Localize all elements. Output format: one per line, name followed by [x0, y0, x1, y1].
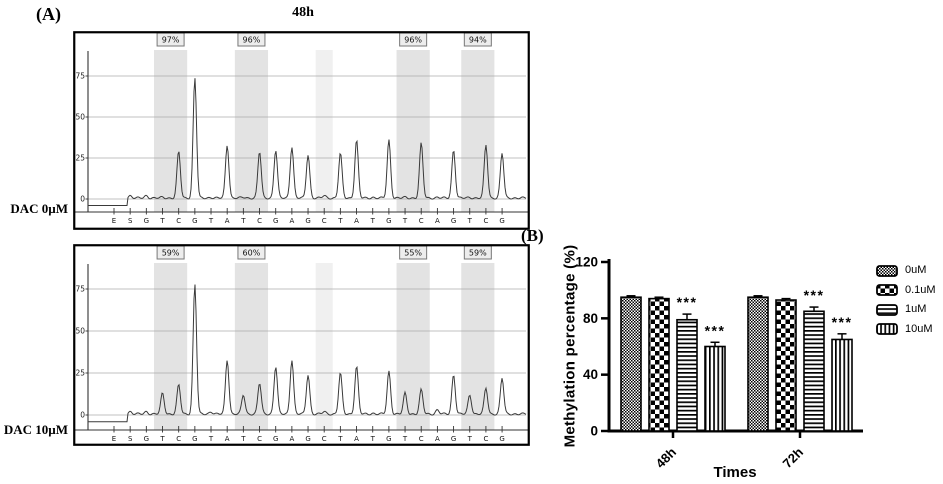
svg-text:G: G: [499, 217, 504, 225]
pyrogram-dac-0um-plot: 0 25 50 75 E S G T C G T A T C G A G C T A T G T C A G T C G 97% 96% 96…: [73, 31, 530, 230]
legend-swatch-0um: [876, 264, 898, 277]
svg-text:C: C: [257, 435, 262, 443]
svg-text:G: G: [305, 435, 310, 443]
legend-item-1um: 1uM: [876, 300, 936, 320]
panel-b-label: (B): [521, 226, 544, 245]
svg-text:T: T: [159, 435, 165, 443]
svg-text:0: 0: [590, 424, 598, 439]
svg-text:60%: 60%: [243, 249, 261, 258]
svg-text:G: G: [273, 217, 278, 225]
legend-label-10um: 10uM: [905, 322, 933, 335]
svg-text:G: G: [144, 435, 149, 443]
svg-text:G: G: [144, 217, 149, 225]
legend-label-0-1um: 0.1uM: [905, 283, 936, 296]
svg-text:T: T: [208, 217, 214, 225]
svg-text:G: G: [273, 435, 278, 443]
svg-text:96%: 96%: [404, 36, 422, 45]
svg-text:E: E: [112, 217, 116, 225]
svg-text:96%: 96%: [243, 36, 261, 45]
svg-text:G: G: [192, 435, 197, 443]
svg-text:G: G: [499, 435, 504, 443]
legend-label-0um: 0uM: [905, 264, 927, 277]
svg-text:T: T: [240, 435, 246, 443]
svg-text:T: T: [159, 217, 165, 225]
svg-text:59%: 59%: [162, 249, 180, 258]
svg-text:50: 50: [75, 327, 85, 336]
panel-a-title: 48h: [292, 5, 314, 20]
svg-text:T: T: [467, 217, 473, 225]
svg-text:80: 80: [583, 311, 598, 326]
svg-text:75: 75: [75, 72, 85, 81]
legend-label-1um: 1uM: [905, 303, 927, 316]
svg-text:C: C: [419, 217, 424, 225]
svg-text:G: G: [451, 435, 456, 443]
svg-text:C: C: [257, 217, 262, 225]
svg-text:A: A: [354, 217, 359, 225]
svg-text:S: S: [128, 435, 133, 443]
svg-text:25: 25: [75, 369, 85, 378]
legend-item-0-1um: 0.1uM: [876, 281, 936, 301]
svg-text:40: 40: [583, 367, 598, 382]
svg-text:E: E: [112, 435, 116, 443]
svg-text:G: G: [386, 217, 391, 225]
svg-text:C: C: [176, 217, 181, 225]
svg-text:C: C: [419, 435, 424, 443]
panel-a-label: (A): [36, 4, 61, 24]
svg-text:T: T: [337, 435, 343, 443]
svg-text:C: C: [322, 217, 327, 225]
methylation-bar-chart-plot: 0 40 80 120 *** *** 48h *** *** 72h: [575, 255, 863, 471]
row-label-dac-10um: DAC 10µM: [3, 422, 68, 437]
svg-text:***: ***: [677, 294, 698, 310]
legend-swatch-1um: [876, 303, 898, 316]
svg-text:***: ***: [804, 287, 825, 303]
svg-text:***: ***: [832, 314, 853, 330]
legend-item-0um: 0uM: [876, 261, 936, 281]
svg-text:A: A: [289, 217, 294, 225]
svg-text:A: A: [225, 217, 230, 225]
svg-text:S: S: [128, 217, 133, 225]
legend-item-10um: 10uM: [876, 320, 936, 340]
svg-text:G: G: [386, 435, 391, 443]
svg-text:59%: 59%: [469, 249, 487, 258]
row-label-dac-0um: DAC 0µM: [10, 201, 68, 216]
svg-text:0: 0: [80, 411, 85, 420]
svg-text:25: 25: [75, 154, 85, 163]
svg-text:T: T: [337, 217, 343, 225]
svg-text:T: T: [370, 217, 376, 225]
svg-text:A: A: [354, 435, 359, 443]
svg-text:T: T: [467, 435, 473, 443]
svg-text:C: C: [322, 435, 327, 443]
legend-swatch-0-1um: [876, 284, 898, 297]
svg-text:G: G: [305, 217, 310, 225]
legend-swatch-10um: [876, 323, 898, 336]
svg-text:97%: 97%: [162, 36, 180, 45]
svg-text:***: ***: [705, 322, 726, 338]
svg-text:C: C: [483, 217, 488, 225]
svg-text:50: 50: [75, 113, 85, 122]
svg-text:T: T: [402, 435, 408, 443]
svg-text:C: C: [483, 435, 488, 443]
svg-text:T: T: [208, 435, 214, 443]
svg-text:A: A: [225, 435, 230, 443]
svg-text:C: C: [176, 435, 181, 443]
svg-text:0: 0: [80, 195, 85, 204]
svg-text:A: A: [435, 435, 440, 443]
svg-text:72h: 72h: [780, 444, 806, 470]
svg-text:T: T: [402, 217, 408, 225]
svg-text:G: G: [192, 217, 197, 225]
bar-chart-x-axis-title: Times: [713, 464, 757, 481]
svg-text:T: T: [370, 435, 376, 443]
svg-text:48h: 48h: [653, 444, 679, 470]
svg-text:G: G: [451, 217, 456, 225]
svg-text:A: A: [435, 217, 440, 225]
bar-chart-legend: 0uM 0.1uM 1uM 10uM: [876, 261, 936, 339]
svg-text:A: A: [289, 435, 294, 443]
svg-text:T: T: [240, 217, 246, 225]
svg-text:120: 120: [575, 255, 598, 270]
svg-text:55%: 55%: [404, 249, 422, 258]
svg-text:94%: 94%: [469, 36, 487, 45]
pyrogram-dac-10um-plot: 0 25 50 75 E S G T C G T A T C G A G C T A T G T C A G T C G 59% 60% 55…: [73, 244, 530, 446]
svg-text:75: 75: [75, 285, 85, 294]
